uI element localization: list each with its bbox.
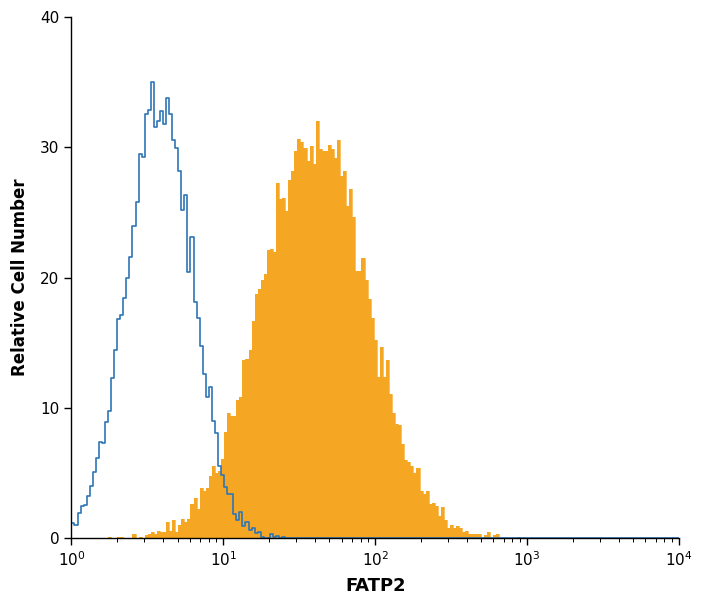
- X-axis label: FATP2: FATP2: [345, 577, 406, 595]
- Y-axis label: Relative Cell Number: Relative Cell Number: [11, 179, 29, 376]
